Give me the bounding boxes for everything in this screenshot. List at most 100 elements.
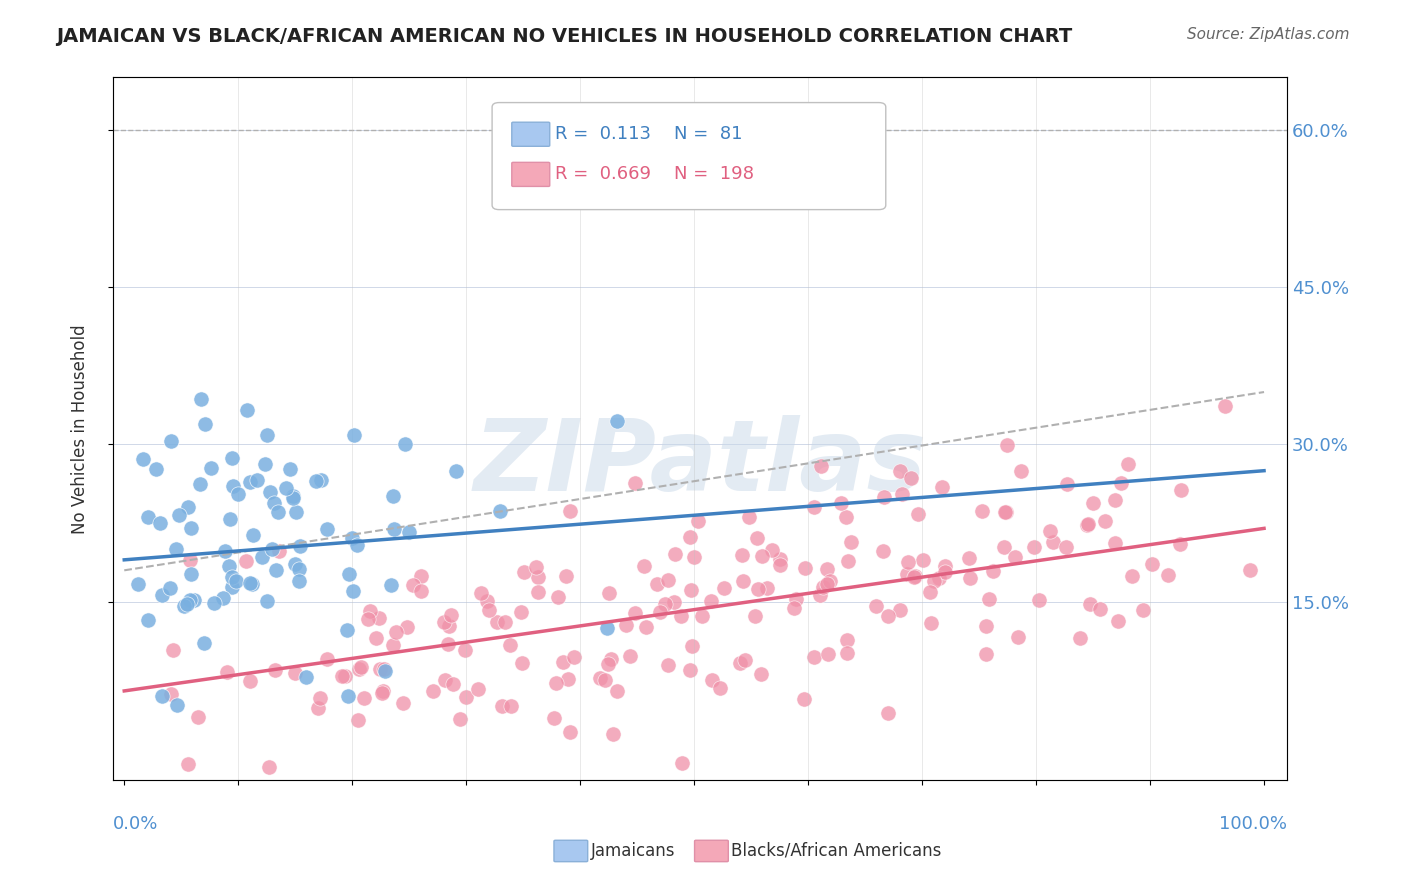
Point [193,636,215,650]
Point [264,664,287,678]
Point [907,507,929,521]
Point [803,500,825,514]
Point [278,461,301,475]
Point [1007,630,1029,644]
Point [751,549,773,564]
Point [959,571,981,585]
Point [681,583,703,598]
Point [359,604,381,618]
Point [1104,493,1126,508]
Point [202,596,225,610]
Point [499,638,522,652]
Point [619,648,641,663]
Point [872,544,894,558]
Point [212,591,235,606]
Point [454,690,477,705]
Point [865,599,887,614]
Point [934,565,956,579]
Point [392,696,415,710]
Point [557,673,579,687]
Text: 100.0%: 100.0% [1219,815,1286,833]
Point [671,756,693,771]
Point [1004,550,1026,565]
Point [281,491,304,505]
Point [589,671,612,685]
Point [166,698,188,713]
Point [494,615,516,629]
Point [911,553,934,567]
Point [555,569,578,583]
Point [679,530,702,544]
Point [350,660,373,674]
Text: Source: ZipAtlas.com: Source: ZipAtlas.com [1187,27,1350,42]
Point [1042,535,1064,549]
Point [547,590,569,604]
Point [491,699,513,714]
Point [837,646,859,660]
Point [262,541,284,556]
Point [225,574,247,588]
Point [747,582,769,596]
Point [889,602,911,616]
Point [510,656,533,670]
Point [177,757,200,772]
Point [382,523,405,537]
Point [995,438,1018,452]
Point [235,554,257,568]
Point [127,577,149,591]
Point [749,667,772,681]
Point [830,496,852,510]
Point [1094,514,1116,528]
Point [179,592,201,607]
Point [449,712,471,726]
Point [785,591,807,606]
Point [623,475,645,490]
Point [596,621,619,635]
Point [180,521,202,535]
Point [636,620,658,634]
Point [368,662,391,676]
Point [257,759,280,773]
Point [179,553,201,567]
Point [974,619,997,633]
Point [373,684,395,698]
Point [409,569,432,583]
Point [558,504,581,518]
Point [1039,524,1062,538]
Point [889,464,911,478]
Point [218,559,240,574]
Point [931,480,953,494]
Point [648,606,671,620]
Point [664,548,686,562]
Text: ZIPatlas: ZIPatlas [474,416,927,512]
Point [624,606,647,620]
Point [1140,558,1163,572]
Text: 0.0%: 0.0% [112,815,159,833]
Point [713,581,735,595]
Point [190,392,212,406]
Point [756,581,779,595]
Point [187,710,209,724]
Point [366,631,388,645]
Point [221,570,243,584]
Point [284,506,307,520]
Point [1024,540,1046,554]
Point [686,514,709,528]
Point [834,509,856,524]
Point [891,487,914,501]
Point [709,681,731,695]
Point [678,663,700,677]
Point [160,434,183,448]
Text: R =  0.113    N =  81: R = 0.113 N = 81 [555,125,742,143]
Point [266,563,288,577]
Point [682,550,704,565]
Point [1054,540,1077,554]
Point [700,673,723,687]
Point [150,689,173,703]
Point [242,528,264,542]
Point [1056,477,1078,491]
Point [173,599,195,614]
Point [877,706,900,720]
Point [239,575,262,590]
Point [974,648,997,662]
